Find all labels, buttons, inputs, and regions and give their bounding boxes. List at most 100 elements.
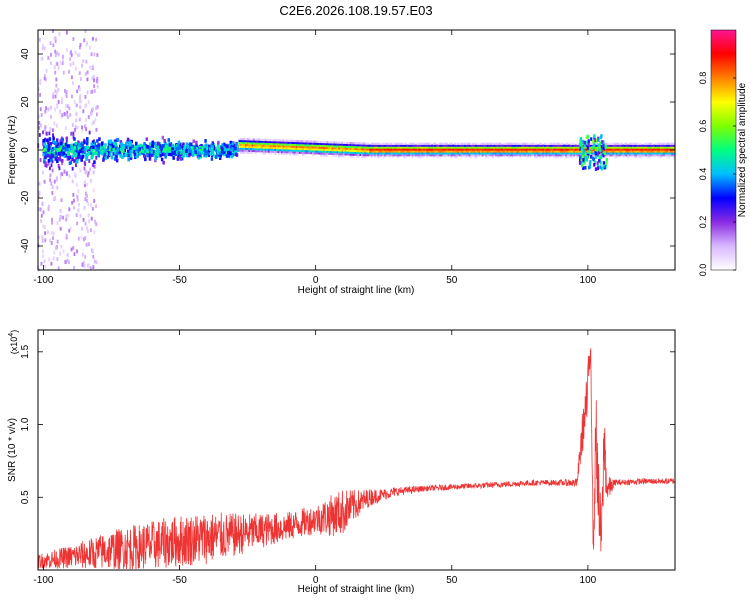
heatmap-cell [445,150,448,153]
heatmap-cell [593,160,597,165]
heatmap-cell [187,147,190,151]
heatmap-cell [480,146,483,149]
heatmap-cell [534,154,536,157]
heatmap-cell [61,113,64,117]
heatmap-cell [437,144,440,147]
heatmap-cell [463,144,466,147]
heatmap-cell [550,144,553,147]
heatmap-cell [632,152,634,155]
heatmap-cell [529,154,532,157]
heatmap-cell [42,43,45,48]
heatmap-cell [258,150,260,153]
heatmap-cell [76,125,79,130]
heatmap-cell [331,147,334,150]
heatmap-cell [67,144,71,148]
heatmap-cell [658,156,661,159]
heatmap-cell [388,152,391,155]
heatmap-cell [326,152,329,155]
heatmap-cell [302,149,305,152]
heatmap-cell [266,148,269,151]
heatmap-cell [326,145,329,148]
heatmap-cell [506,146,509,149]
heatmap-cell [339,143,342,146]
heatmap-cell [532,146,535,149]
heatmap-cell [263,142,265,145]
heatmap-cell [261,140,264,143]
heatmap-cell [79,94,82,98]
heatmap-cell [470,150,473,153]
heatmap-cell [586,150,589,153]
heatmap-cell [496,150,499,153]
heatmap-cell [646,142,649,145]
heatmap-cell [248,140,251,143]
heatmap-cell [483,148,486,151]
heatmap-cell [43,76,46,81]
heatmap-cell [375,152,378,155]
heatmap-cell [70,53,73,57]
heatmap-cell [605,161,608,165]
heatmap-cell [47,159,51,163]
heatmap-cell [664,148,667,151]
heatmap-cell [162,143,165,148]
heatmap-cell [398,146,401,149]
y-tick-label: 1.0 [20,417,31,431]
heatmap-cell [527,150,530,153]
heatmap-cell [486,150,489,153]
heatmap-cell [379,154,381,157]
heatmap-cell [356,146,358,149]
heatmap-cell [249,147,252,151]
heatmap-cell [95,260,98,265]
heatmap-cell [426,144,429,147]
heatmap-cell [663,146,666,149]
heatmap-cell [323,141,326,144]
heatmap-cell [374,154,376,157]
heatmap-cell [671,146,674,149]
heatmap-cell [673,152,675,155]
heatmap-cell [267,144,270,147]
heatmap-cell [349,142,352,145]
heatmap-cell [190,151,193,155]
heatmap-cell [594,138,597,142]
heatmap-cell [535,156,538,159]
heatmap-cell [300,151,303,154]
heatmap-cell [602,150,605,153]
heatmap-cell [279,152,282,155]
heatmap-cell [508,146,510,149]
heatmap-cell [486,152,489,155]
heatmap-cell [498,150,501,153]
heatmap-cell [405,152,407,155]
heatmap-cell [89,65,92,70]
heatmap-cell [388,148,391,151]
heatmap-cell [251,142,254,145]
heatmap-cell [66,253,69,257]
heatmap-cell [328,146,331,150]
heatmap-cell [320,150,323,153]
heatmap-cell [149,143,152,147]
heatmap-cell [493,146,496,149]
heatmap-cell [52,43,55,48]
heatmap-cell [101,141,104,145]
heatmap-cell [240,137,242,141]
heatmap-cell [555,146,558,149]
heatmap-cell [365,142,368,145]
heatmap-cell [504,152,507,155]
heatmap-cell [406,146,409,149]
heatmap-cell [467,142,470,145]
heatmap-cell [516,146,519,149]
heatmap-cell [414,148,417,151]
heatmap-cell [367,152,370,155]
heatmap-cell [400,146,403,149]
heatmap-cell [455,144,458,147]
heatmap-cell [56,105,59,109]
heatmap-cell [274,150,277,153]
heatmap-cell [53,36,56,41]
heatmap-cell [385,144,388,147]
heatmap-cell [68,106,71,111]
heatmap-cell [560,156,563,159]
heatmap-cell [365,150,368,153]
heatmap-cell [96,77,99,81]
heatmap-cell [663,154,666,157]
heatmap-cell [330,148,332,152]
heatmap-cell [600,166,603,171]
